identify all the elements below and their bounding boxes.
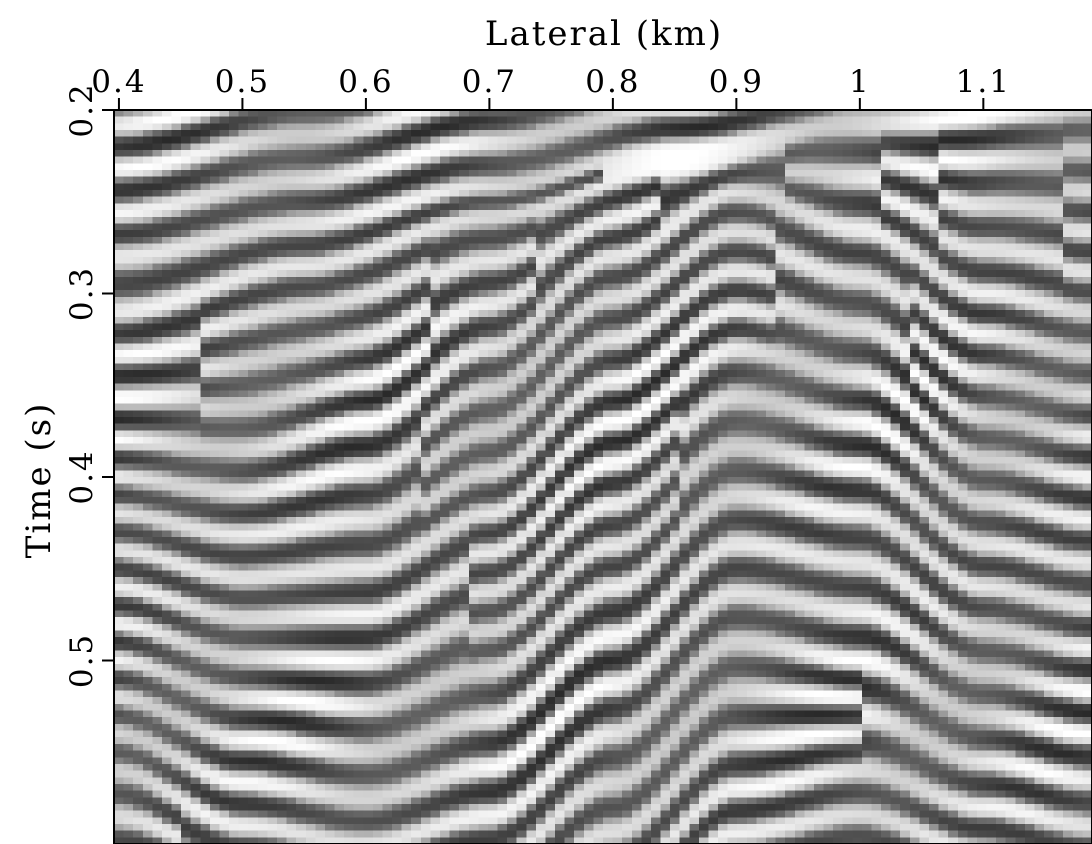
x-axis-label: Lateral (km) — [485, 14, 723, 54]
seismic-amplitude-image — [114, 110, 1092, 844]
y-tick-label: 0.3 — [64, 266, 100, 321]
x-tick-label: 0.5 — [215, 64, 270, 100]
x-tick-label: 0.9 — [709, 64, 764, 100]
x-tick-label: 1 — [849, 64, 871, 100]
y-tick-label: 0.5 — [64, 633, 100, 688]
y-tick-label: 0.2 — [64, 82, 100, 137]
x-tick-label: 0.4 — [91, 64, 146, 100]
plot-area — [114, 110, 1092, 844]
y-axis-label: Time (s) — [19, 402, 59, 559]
x-tick-label: 1.1 — [956, 64, 1011, 100]
x-tick-label: 0.6 — [338, 64, 393, 100]
x-axis-ticks: 0.4 0.5 0.6 0.7 0.8 0.9 1 1.1 — [91, 64, 1011, 110]
x-tick-label: 0.8 — [585, 64, 640, 100]
y-tick-label: 0.4 — [64, 449, 100, 504]
y-axis-ticks: 0.2 0.3 0.4 0.5 — [64, 82, 114, 688]
x-tick-label: 0.7 — [462, 64, 517, 100]
